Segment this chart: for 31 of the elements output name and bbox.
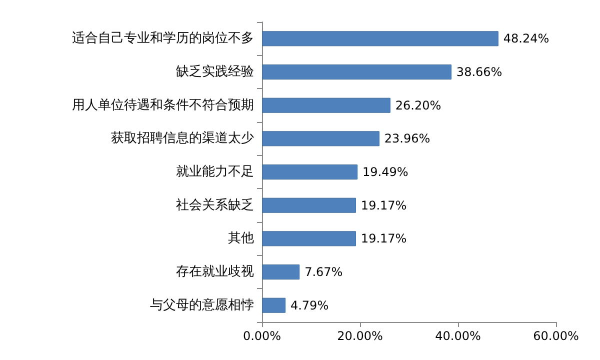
y-tick-label: 缺乏实践经验 [176,64,254,80]
x-tick-label: 60.00% [533,329,579,343]
bar [262,164,358,180]
y-tick-label: 其他 [228,231,254,246]
bar [262,131,380,146]
y-tick-label: 社会关系缺乏 [176,198,254,213]
x-tick-label: 40.00% [435,329,481,343]
data-label: 19.17% [360,232,407,246]
bar [262,64,452,80]
data-label: 38.66% [456,65,502,79]
data-label: 23.96% [384,132,430,146]
y-tick-label: 就业能力不足 [176,164,254,180]
data-label: 4.79% [290,298,329,312]
bar [262,264,300,280]
bar [262,31,498,46]
bar [262,298,286,313]
y-tick-label: 与父母的意愿相悖 [150,298,254,313]
data-label: 26.20% [395,98,442,112]
x-tick-label: 20.00% [337,329,383,343]
data-label: 48.24% [503,32,550,46]
x-tick-label: 0.00% [242,329,282,343]
bar [262,231,356,246]
y-tick-label: 用人单位待遇和条件不符合预期 [72,98,254,113]
bar [262,198,356,213]
data-label: 19.49% [362,165,408,179]
data-label: 19.17% [360,198,407,212]
y-tick-label: 存在就业歧视 [176,264,254,280]
y-tick-label: 获取招聘信息的渠道太少 [111,131,254,146]
y-tick-label: 适合自己专业和学历的岗位不多 [72,31,254,46]
data-label: 7.67% [304,265,343,279]
bar [262,98,390,113]
